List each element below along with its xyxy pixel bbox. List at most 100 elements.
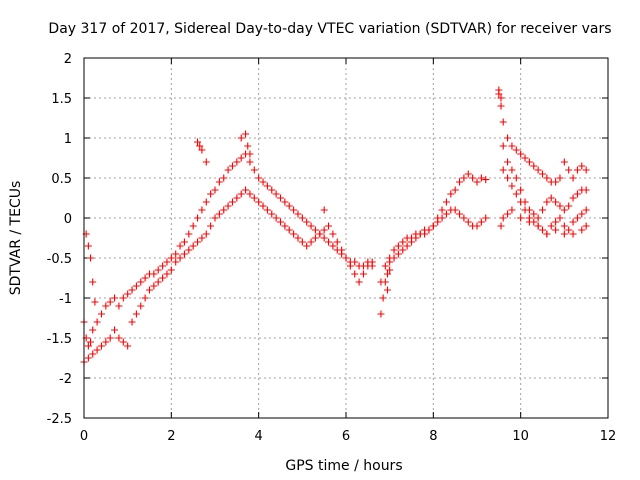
data-point <box>355 278 363 286</box>
data-point <box>198 206 206 214</box>
data-point <box>377 310 385 318</box>
y-tick-label: -1.5 <box>47 332 72 347</box>
data-point <box>320 234 328 242</box>
data-point <box>521 206 529 214</box>
data-point <box>154 266 162 274</box>
data-point <box>272 214 280 222</box>
data-point <box>237 134 245 142</box>
y-tick-label: -2 <box>59 372 72 387</box>
data-point <box>246 150 254 158</box>
data-point <box>399 246 407 254</box>
data-point <box>552 198 560 206</box>
data-point <box>556 214 564 222</box>
data-point <box>89 278 97 286</box>
data-point <box>368 258 376 266</box>
data-point <box>215 210 223 218</box>
data-point <box>447 190 455 198</box>
data-point <box>573 214 581 222</box>
data-point <box>497 222 505 230</box>
data-point <box>560 222 568 230</box>
data-point <box>185 246 193 254</box>
grid <box>84 58 608 418</box>
data-point <box>569 218 577 226</box>
data-point <box>198 146 206 154</box>
data-point <box>497 102 505 110</box>
data-point <box>403 242 411 250</box>
data-point <box>202 198 210 206</box>
data-point <box>534 222 542 230</box>
data-point <box>333 238 341 246</box>
data-point <box>495 86 503 94</box>
data-point <box>294 234 302 242</box>
data-point <box>316 230 324 238</box>
data-point <box>189 222 197 230</box>
data-point <box>87 254 95 262</box>
data-point <box>307 238 315 246</box>
data-point <box>220 206 228 214</box>
data-point <box>473 178 481 186</box>
data-point <box>196 142 204 150</box>
data-point <box>233 194 241 202</box>
data-point <box>429 222 437 230</box>
data-point <box>377 278 385 286</box>
data-point <box>530 162 538 170</box>
data-point <box>451 186 459 194</box>
data-point <box>482 176 490 184</box>
data-point <box>285 202 293 210</box>
data-point <box>359 270 367 278</box>
data-point <box>560 206 568 214</box>
y-tick-label: 2 <box>64 52 72 67</box>
data-point <box>124 290 132 298</box>
data-point <box>87 338 95 346</box>
data-point <box>163 258 171 266</box>
data-point <box>451 206 459 214</box>
data-point <box>115 302 123 310</box>
data-point <box>543 230 551 238</box>
data-point <box>534 166 542 174</box>
data-point <box>460 174 468 182</box>
data-point <box>137 302 145 310</box>
data-point <box>277 218 284 226</box>
data-point <box>351 258 359 266</box>
data-point <box>176 254 184 262</box>
data-point <box>220 174 228 182</box>
data-point <box>342 254 350 262</box>
data-point <box>97 342 105 350</box>
data-point <box>268 186 276 194</box>
chart-title: Day 317 of 2017, Sidereal Day-to-day VTE… <box>48 21 611 37</box>
data-point <box>137 278 145 286</box>
data-point <box>102 338 110 346</box>
data-point <box>102 302 110 310</box>
data-point <box>281 198 289 206</box>
x-axis-label: GPS time / hours <box>285 458 402 474</box>
data-point <box>543 198 551 206</box>
data-point <box>172 250 180 258</box>
data-point <box>311 234 319 242</box>
data-point <box>207 190 215 198</box>
data-point <box>386 266 394 274</box>
data-point <box>329 242 337 250</box>
x-tick-label: 4 <box>255 429 263 444</box>
data-point <box>150 270 158 278</box>
data-point <box>290 230 298 238</box>
series-trace-d <box>377 206 490 286</box>
data-point <box>106 334 114 342</box>
data-point <box>237 190 245 198</box>
data-point <box>132 282 140 290</box>
data-point <box>159 274 167 282</box>
data-point <box>211 186 219 194</box>
data-point <box>521 154 529 162</box>
y-tick-label: 1.5 <box>51 92 72 107</box>
x-tick-label: 12 <box>600 429 617 444</box>
data-point <box>534 214 542 222</box>
x-tick-label: 0 <box>80 429 88 444</box>
series-trace-b <box>80 186 376 366</box>
data-point <box>119 294 127 302</box>
data-point <box>578 226 586 234</box>
data-point <box>176 242 184 250</box>
data-point <box>383 270 391 278</box>
data-point <box>194 238 202 246</box>
data-point <box>582 186 590 194</box>
series-trace-a <box>80 150 376 350</box>
